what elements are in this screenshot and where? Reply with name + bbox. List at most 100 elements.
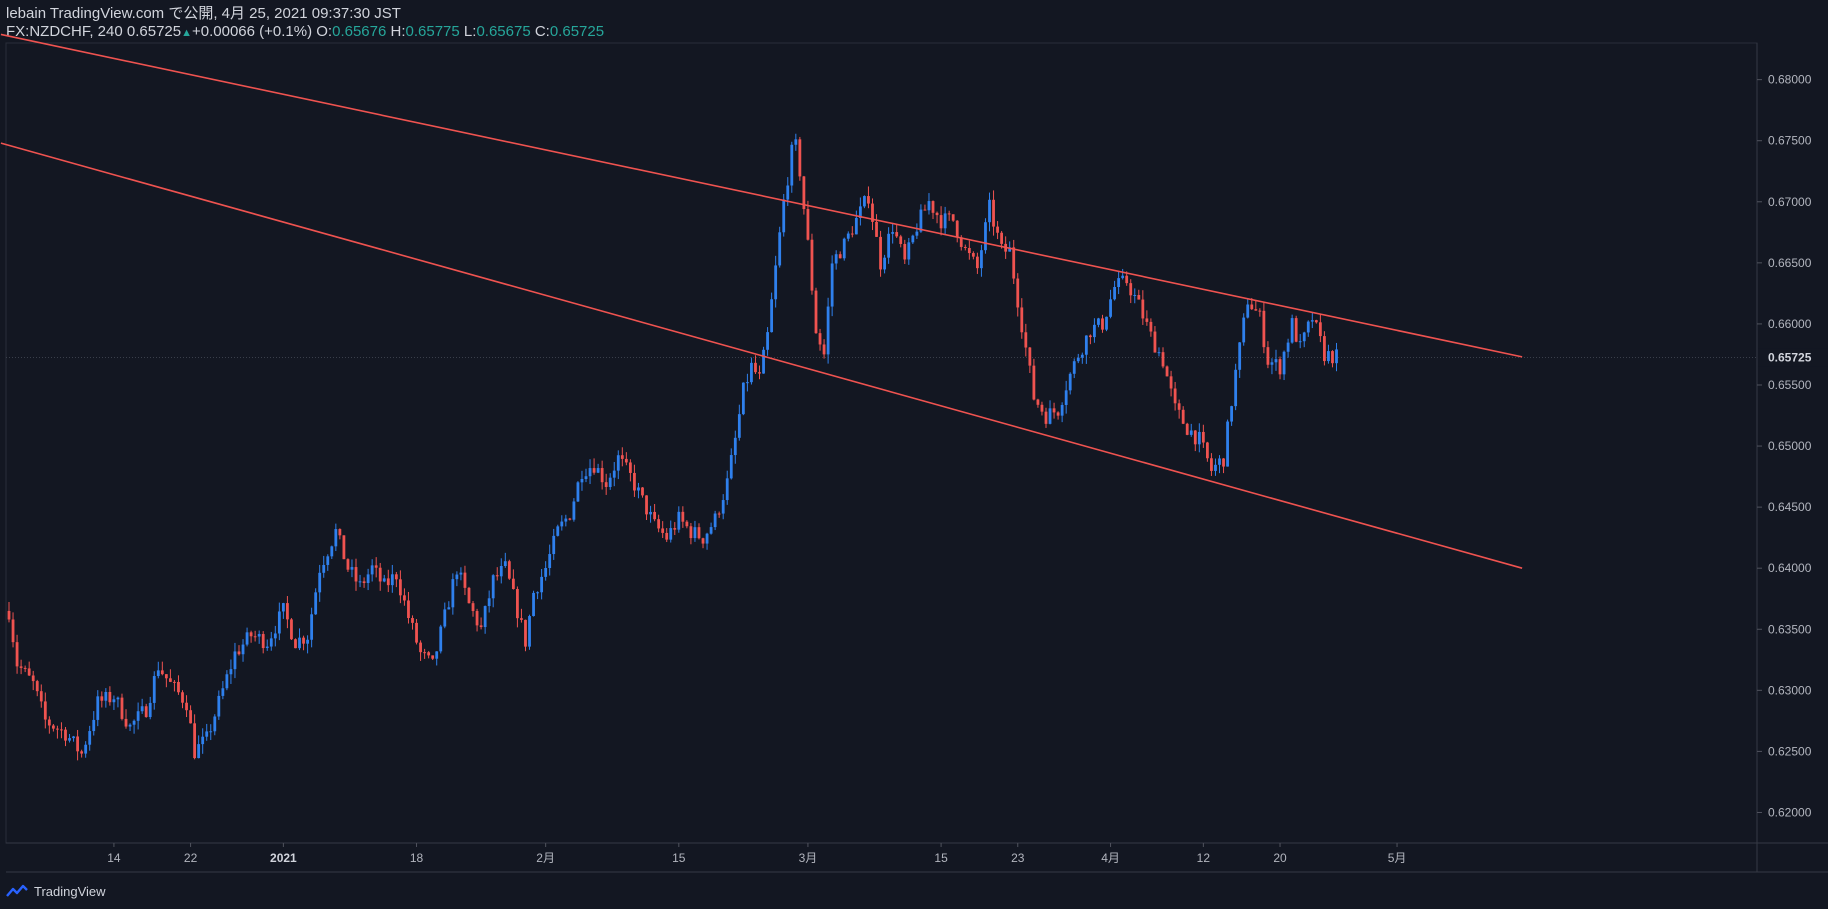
candle-body: [600, 468, 604, 483]
candle-body: [19, 666, 23, 668]
candle: [600, 460, 604, 490]
footer-brand[interactable]: TradingView: [6, 880, 106, 902]
candle-body: [725, 478, 729, 501]
candle-body: [1105, 316, 1108, 330]
candle: [669, 520, 673, 543]
candle-body: [572, 501, 576, 520]
publish-info: lebain TradingView.com で公開, 4月 25, 2021 …: [6, 5, 401, 22]
time-axis[interactable]: 14 22 2021 18 2月 15 3月 15 23 4月 12 20 5月: [107, 843, 1406, 865]
candle-body: [980, 250, 983, 269]
candle-body: [1314, 320, 1318, 323]
candle: [1278, 356, 1282, 380]
candle: [7, 601, 11, 623]
candle-body: [354, 567, 358, 582]
candle-body: [943, 213, 947, 229]
candle: [164, 674, 168, 688]
candle-body: [407, 600, 410, 619]
candle: [717, 511, 721, 518]
candle-body: [43, 701, 47, 720]
candle: [524, 619, 527, 652]
candle-body: [996, 226, 999, 233]
candle-body: [1097, 318, 1100, 325]
candle: [536, 591, 539, 600]
candle: [1335, 342, 1338, 372]
candle: [588, 459, 592, 485]
trendlines[interactable]: [0, 33, 1523, 569]
candle: [528, 614, 531, 650]
candle: [1222, 458, 1225, 474]
candle: [540, 568, 544, 600]
candle: [875, 214, 878, 237]
candle: [608, 473, 612, 490]
candle: [1068, 372, 1072, 395]
candle-body: [257, 634, 261, 637]
candle: [984, 218, 987, 254]
candle-body: [733, 437, 737, 456]
candle-body: [923, 209, 927, 211]
candle-body: [56, 728, 59, 730]
candle-body: [895, 232, 899, 237]
candle: [491, 574, 495, 608]
candle: [277, 602, 281, 641]
trendline-upper[interactable]: [0, 33, 1523, 358]
candle-body: [1161, 352, 1165, 367]
candle-body: [721, 500, 725, 514]
price-tick-label: 0.65000: [1768, 439, 1812, 453]
candle: [729, 448, 733, 480]
candle: [487, 590, 491, 613]
candle-body: [467, 587, 471, 604]
candle: [1105, 316, 1108, 332]
candle: [713, 510, 717, 531]
trendline-lower[interactable]: [0, 142, 1523, 569]
candle-body: [1020, 307, 1024, 333]
candle: [241, 639, 245, 662]
candle-body: [697, 527, 701, 539]
candle-body: [1048, 408, 1052, 424]
candle: [628, 459, 632, 482]
candle-body: [713, 513, 717, 528]
candle: [725, 470, 729, 505]
candle: [556, 524, 560, 537]
candle-body: [306, 639, 309, 644]
candle-body: [261, 634, 265, 649]
candle-body: [302, 637, 305, 644]
candle: [31, 670, 35, 691]
candle: [1088, 334, 1092, 345]
candle-body: [487, 598, 491, 607]
candle-body: [144, 706, 148, 718]
candle: [1121, 268, 1125, 280]
candle: [758, 365, 761, 380]
candle: [1145, 310, 1149, 326]
price-tick-label: 0.62500: [1768, 744, 1812, 758]
candle: [976, 252, 979, 274]
candle: [1189, 423, 1193, 437]
candle: [213, 714, 217, 736]
candle-body: [951, 214, 955, 221]
candle: [992, 190, 995, 236]
candle-body: [1016, 278, 1020, 308]
time-tick-label: 14: [107, 851, 121, 865]
candle-body: [213, 716, 217, 732]
price-axis[interactable]: 0.62000 0.62500 0.63000 0.63500 0.64000 0.645…: [1757, 73, 1828, 820]
candle-body: [971, 253, 975, 257]
candle: [1056, 411, 1060, 420]
candle: [572, 498, 576, 522]
candle-body: [1201, 431, 1205, 443]
candle: [237, 645, 241, 656]
candle: [1205, 441, 1209, 462]
candle: [915, 223, 919, 239]
candle: [338, 528, 342, 540]
candle-body: [124, 718, 128, 727]
candle-body: [1169, 376, 1173, 389]
candle: [1254, 300, 1258, 311]
candle-body: [164, 674, 168, 679]
candle: [318, 564, 322, 602]
candle-body: [358, 581, 362, 583]
candle: [1052, 402, 1056, 419]
candle-body: [241, 644, 245, 655]
candle-body: [152, 676, 156, 703]
candle-body: [322, 564, 326, 573]
candle: [661, 521, 665, 538]
candle: [516, 586, 519, 628]
